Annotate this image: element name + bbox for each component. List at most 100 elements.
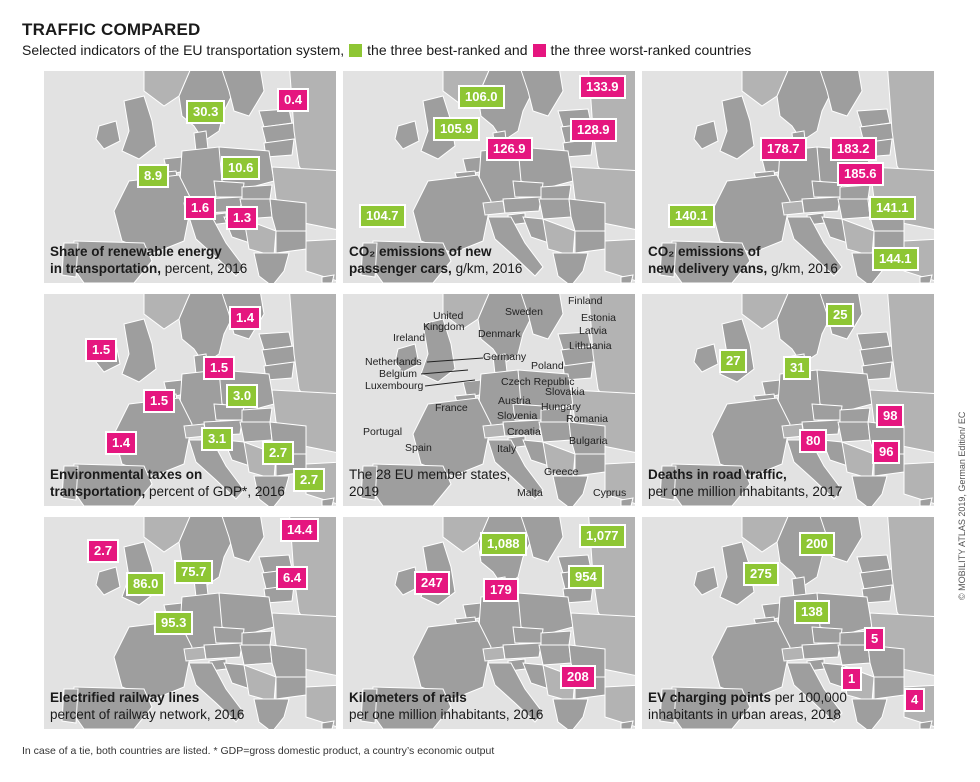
value-label: 6.4: [276, 566, 309, 590]
panel-environmental-taxes: 1.4 1.5 1.5 1.5 3.0 3.1 1.4 2.7 2.7 Envi…: [44, 294, 336, 506]
value-label: 31: [783, 356, 812, 380]
panel-co2-cars: 106.0 133.9 105.9 128.9 126.9 104.7 CO₂ …: [343, 71, 635, 283]
panel-caption: Environmental taxes on transportation, p…: [50, 467, 285, 499]
country-name: Luxembourg: [365, 380, 424, 392]
panel-caption: EV charging points per 100,000 inhabitan…: [648, 690, 847, 722]
panel-rail-kilometers: 1,088 1,077 954 247 179 208 Kilometers o…: [343, 517, 635, 729]
value-label: 4: [904, 688, 926, 712]
value-label: 954: [568, 565, 604, 589]
value-label: 2.7: [87, 539, 120, 563]
value-label: 95.3: [154, 611, 194, 635]
value-label: 105.9: [433, 117, 480, 141]
country-name: Cyprus: [593, 487, 627, 499]
country-name: Lithuania: [569, 340, 612, 352]
country-name: Hungary: [541, 401, 581, 413]
value-label: 5: [864, 627, 886, 651]
country-name: Slovenia: [497, 410, 538, 422]
value-label: 247: [414, 571, 450, 595]
panel-road-deaths: 25 27 31 98 80 96 Deaths in road traffic…: [642, 294, 934, 506]
country-name: Netherlands: [365, 356, 422, 368]
value-label: 86.0: [126, 572, 166, 596]
value-label: 104.7: [359, 204, 406, 228]
panel-caption: Electrified railway lines percent of rai…: [50, 690, 245, 722]
country-name: Malta: [517, 487, 543, 499]
value-label: 98: [876, 404, 905, 428]
value-label: 1: [841, 667, 863, 691]
value-label: 1.6: [184, 196, 217, 220]
country-name: United: [433, 310, 464, 322]
subtitle-text: Selected indicators of the EU transporta…: [22, 42, 345, 58]
footnote: In case of a tie, both countries are lis…: [22, 745, 495, 757]
panel-caption: CO₂ emissions of new delivery vans, g/km…: [648, 244, 838, 276]
value-label: 141.1: [869, 196, 916, 220]
value-label: 2.7: [262, 441, 295, 465]
value-label: 208: [560, 665, 596, 689]
country-name: Kingdom: [423, 321, 465, 333]
value-label: 106.0: [458, 85, 505, 109]
country-name: Belgium: [379, 368, 417, 380]
country-name: Sweden: [505, 306, 543, 318]
value-label: 1.5: [143, 389, 176, 413]
panel-caption: CO₂ emissions of new passenger cars, g/k…: [349, 244, 523, 276]
best-legend-label: the three best-ranked and: [367, 42, 528, 58]
subtitle: Selected indicators of the EU transporta…: [22, 42, 751, 58]
value-label: 179: [483, 578, 519, 602]
value-label: 275: [743, 562, 779, 586]
panel-electrified-railway: 14.4 2.7 75.7 86.0 6.4 95.3 Electrified …: [44, 517, 336, 729]
value-label: 144.1: [872, 247, 919, 271]
panel-caption: The 28 EU member states, 2019: [349, 467, 511, 499]
panel-caption: Deaths in road traffic, per one million …: [648, 467, 843, 499]
country-name: Ireland: [393, 332, 426, 344]
country-name: Spain: [405, 442, 432, 454]
value-label: 8.9: [137, 164, 170, 188]
value-label: 14.4: [280, 518, 320, 542]
value-label: 1.3: [226, 206, 259, 230]
country-name: Latvia: [579, 325, 608, 337]
credit-line: © MOBILITY ATLAS 2019, German Edition/ E…: [957, 411, 967, 600]
country-name: Czech Republic: [501, 376, 575, 388]
value-label: 185.6: [837, 162, 884, 186]
worst-legend-swatch: [532, 43, 546, 57]
country-name: Croatia: [507, 426, 541, 438]
value-label: 80: [799, 429, 828, 453]
value-label: 183.2: [830, 137, 877, 161]
value-label: 1,088: [480, 532, 527, 556]
value-label: 3.0: [226, 384, 259, 408]
europe-map: [360, 294, 635, 506]
country-name: Greece: [544, 466, 579, 478]
value-label: 133.9: [579, 75, 626, 99]
panel-renewable-energy: 30.3 0.4 8.9 10.6 1.6 1.3 Share of renew…: [44, 71, 336, 283]
panel-caption: Share of renewable energy in transportat…: [50, 244, 248, 276]
country-name: Italy: [497, 443, 517, 455]
country-name: Portugal: [363, 426, 403, 438]
value-label: 1.5: [203, 356, 236, 380]
country-name: France: [435, 402, 468, 414]
country-name: Denmark: [478, 328, 521, 340]
value-label: 25: [826, 303, 855, 327]
value-label: 96: [872, 440, 901, 464]
country-name: Bulgaria: [569, 435, 608, 447]
best-legend-swatch: [349, 43, 363, 57]
value-label: 10.6: [221, 156, 261, 180]
worst-legend-label: the three worst-ranked countries: [550, 42, 752, 58]
value-label: 1.4: [105, 431, 138, 455]
panel-ev-charging: 200 275 138 5 1 4 EV charging points per…: [642, 517, 934, 729]
panel-member-states: Finland Sweden Estonia United Kingdom La…: [343, 294, 635, 506]
value-label: 200: [799, 532, 835, 556]
value-label: 27: [719, 349, 748, 373]
value-label: 138: [794, 600, 830, 624]
page-title: TRAFFIC COMPARED: [22, 20, 201, 39]
value-label: 75.7: [174, 560, 214, 584]
value-label: 1.4: [229, 306, 262, 330]
country-name: Finland: [568, 295, 603, 307]
country-name: Romania: [566, 413, 609, 425]
value-label: 2.7: [293, 468, 326, 492]
country-name: Germany: [483, 351, 527, 363]
value-label: 178.7: [760, 137, 807, 161]
value-label: 30.3: [186, 100, 226, 124]
country-name: Slovakia: [545, 386, 585, 398]
panel-caption: Kilometers of rails per one million inha…: [349, 690, 544, 722]
value-label: 140.1: [668, 204, 715, 228]
value-label: 0.4: [277, 88, 310, 112]
value-label: 126.9: [486, 137, 533, 161]
